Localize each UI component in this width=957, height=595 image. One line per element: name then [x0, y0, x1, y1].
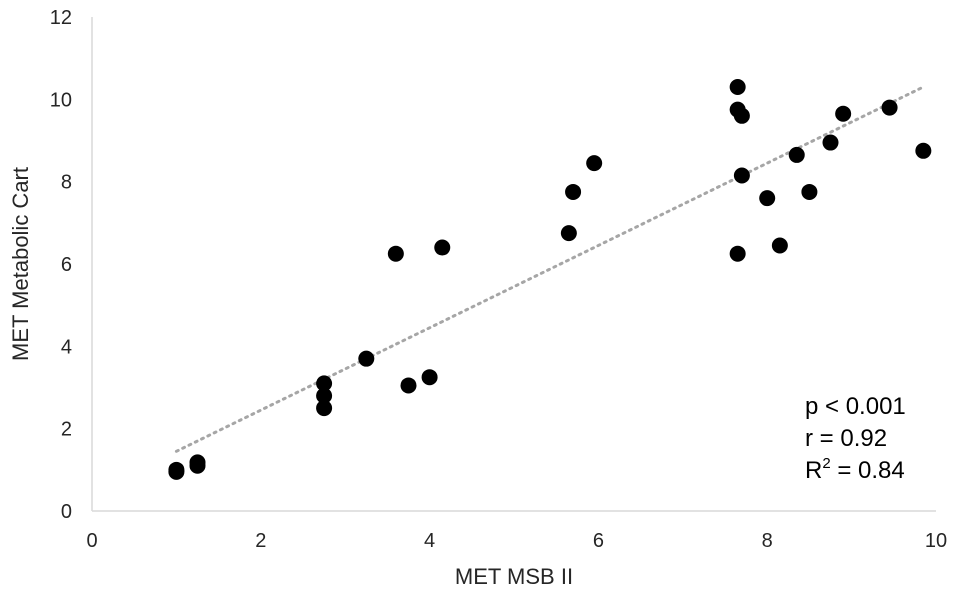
- x-tick-label: 4: [424, 530, 435, 552]
- data-point: [729, 78, 746, 95]
- x-tick-label: 2: [255, 530, 266, 552]
- p-value-label: p < 0.001: [805, 393, 906, 420]
- data-point: [316, 387, 333, 404]
- r-value-label: r = 0.92: [805, 425, 887, 452]
- x-tick-label: 8: [762, 530, 773, 552]
- data-point: [733, 107, 750, 124]
- y-tick-label: 10: [50, 89, 72, 111]
- data-point: [316, 400, 333, 417]
- data-point: [729, 245, 746, 262]
- y-tick-label: 2: [61, 419, 72, 441]
- data-point: [560, 225, 577, 242]
- x-axis-title: MET MSB II: [455, 564, 573, 589]
- x-tick-label: 6: [593, 530, 604, 552]
- data-point: [316, 375, 333, 392]
- r-squared-label: R2 = 0.84: [805, 455, 905, 484]
- y-tick-label: 4: [61, 336, 72, 358]
- data-point: [915, 142, 932, 159]
- data-point: [400, 377, 417, 394]
- y-tick-label: 0: [61, 501, 72, 523]
- data-point: [822, 134, 839, 151]
- data-point: [358, 350, 375, 367]
- y-axis-title: MET Metabolic Cart: [8, 167, 33, 361]
- data-point: [881, 99, 898, 116]
- data-point: [835, 105, 852, 122]
- x-tick-label: 10: [925, 530, 947, 552]
- data-point: [565, 183, 582, 200]
- y-tick-label: 6: [61, 254, 72, 276]
- statistics-annotation: p < 0.001 r = 0.92 R2 = 0.84: [805, 393, 906, 484]
- y-tick-label: 8: [61, 172, 72, 194]
- data-point: [421, 369, 438, 386]
- data-point: [733, 167, 750, 184]
- data-point: [586, 155, 603, 172]
- data-point: [759, 190, 776, 207]
- data-point: [434, 239, 451, 256]
- data-point: [387, 245, 404, 262]
- data-point: [788, 146, 805, 163]
- data-points: [168, 78, 932, 480]
- data-point: [801, 183, 818, 200]
- data-point: [189, 454, 206, 471]
- y-tick-labels: 0 2 4 6 8 10 12: [50, 7, 72, 523]
- x-tick-labels: 0 2 4 6 8 10: [86, 530, 947, 552]
- axes: [91, 17, 936, 512]
- y-tick-label: 12: [50, 7, 72, 29]
- data-point: [771, 237, 788, 254]
- x-tick-label: 0: [86, 530, 97, 552]
- data-point: [168, 461, 185, 478]
